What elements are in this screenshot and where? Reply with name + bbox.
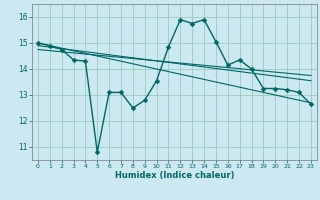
X-axis label: Humidex (Indice chaleur): Humidex (Indice chaleur) (115, 171, 234, 180)
